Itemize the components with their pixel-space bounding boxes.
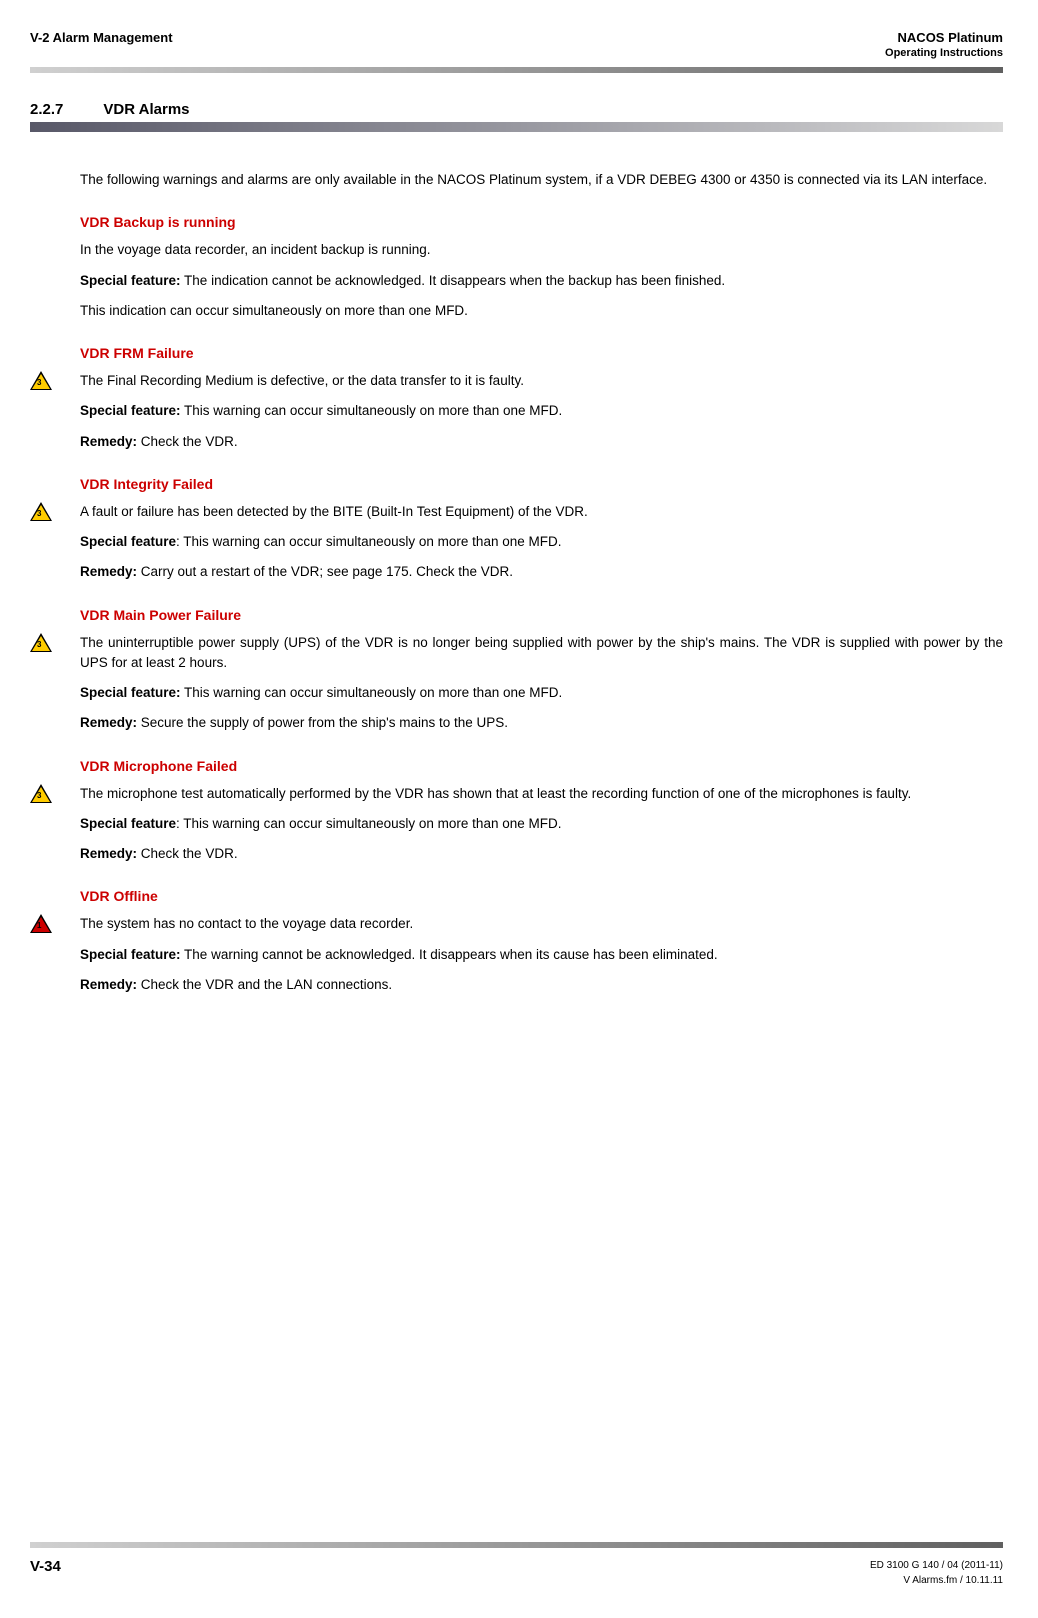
warning-icon: 3 — [30, 784, 52, 804]
alarm-special-feature: Special feature: The indication cannot b… — [80, 271, 1003, 291]
content-area: The following warnings and alarms are on… — [30, 170, 1003, 995]
header-subtitle: Operating Instructions — [885, 47, 1003, 59]
alarm-special-feature: Special feature: This warning can occur … — [80, 532, 1003, 552]
warning-icon: 3 — [30, 371, 52, 391]
section-divider — [30, 122, 1003, 132]
header-left: V-2 Alarm Management — [30, 30, 173, 45]
header-divider — [30, 67, 1003, 73]
alarm-block: 3VDR FRM FailureThe Final Recording Medi… — [80, 345, 1003, 452]
alarm-body: A fault or failure has been detected by … — [80, 502, 1003, 522]
alarm-special-feature: Special feature: This warning can occur … — [80, 814, 1003, 834]
alarm-title: VDR Integrity Failed — [80, 476, 1003, 492]
header-product-name: NACOS Platinum — [885, 30, 1003, 45]
section-title: VDR Alarms — [103, 101, 189, 118]
alarm-extra: This indication can occur simultaneously… — [80, 301, 1003, 321]
alarm-title: VDR Microphone Failed — [80, 758, 1003, 774]
alarm-title: VDR Offline — [80, 888, 1003, 904]
warning-icon: 3 — [30, 502, 52, 522]
alarm-title: VDR Main Power Failure — [80, 607, 1003, 623]
alarm-body: The uninterruptible power supply (UPS) o… — [80, 633, 1003, 674]
alarm-remedy: Remedy: Secure the supply of power from … — [80, 713, 1003, 733]
alarm-title: VDR Backup is running — [80, 214, 1003, 230]
alarm-title: VDR FRM Failure — [80, 345, 1003, 361]
alarm-body: The microphone test automatically perfor… — [80, 784, 1003, 804]
page-header: V-2 Alarm Management NACOS Platinum Oper… — [30, 30, 1003, 59]
alarm-block: 3VDR Integrity FailedA fault or failure … — [80, 476, 1003, 583]
alarm-special-feature: Special feature: This warning can occur … — [80, 683, 1003, 703]
section-heading: 2.2.7 VDR Alarms — [30, 101, 1003, 118]
alarm-remedy: Remedy: Check the VDR and the LAN connec… — [80, 975, 1003, 995]
alarm-remedy: Remedy: Check the VDR. — [80, 844, 1003, 864]
alarm-special-feature: Special feature: The warning cannot be a… — [80, 945, 1003, 965]
page-number: V-34 — [30, 1558, 61, 1575]
intro-paragraph: The following warnings and alarms are on… — [80, 170, 1003, 190]
footer-divider — [30, 1542, 1003, 1548]
doc-reference: ED 3100 G 140 / 04 (2011-11) — [870, 1558, 1003, 1573]
alarm-block: VDR Backup is running In the voyage data … — [80, 214, 1003, 321]
warning-icon: 1 — [30, 914, 52, 934]
alarm-remedy: Remedy: Check the VDR. — [80, 432, 1003, 452]
alarm-body: The system has no contact to the voyage … — [80, 914, 1003, 934]
alarm-body: The Final Recording Medium is defective,… — [80, 371, 1003, 391]
file-reference: V Alarms.fm / 10.11.11 — [870, 1573, 1003, 1588]
alarm-special-feature: Special feature: This warning can occur … — [80, 401, 1003, 421]
page-footer: V-34 ED 3100 G 140 / 04 (2011-11) V Alar… — [30, 1542, 1003, 1588]
alarm-block: 3VDR Microphone FailedThe microphone tes… — [80, 758, 1003, 865]
alarm-block: 1VDR OfflineThe system has no contact to… — [80, 888, 1003, 995]
header-right: NACOS Platinum Operating Instructions — [885, 30, 1003, 59]
section-number: 2.2.7 — [30, 101, 63, 118]
alarm-remedy: Remedy: Carry out a restart of the VDR; … — [80, 562, 1003, 582]
footer-meta: ED 3100 G 140 / 04 (2011-11) V Alarms.fm… — [870, 1558, 1003, 1588]
alarm-body: In the voyage data recorder, an incident… — [80, 240, 1003, 260]
alarm-block: 3VDR Main Power FailureThe uninterruptib… — [80, 607, 1003, 734]
warning-icon: 3 — [30, 633, 52, 653]
